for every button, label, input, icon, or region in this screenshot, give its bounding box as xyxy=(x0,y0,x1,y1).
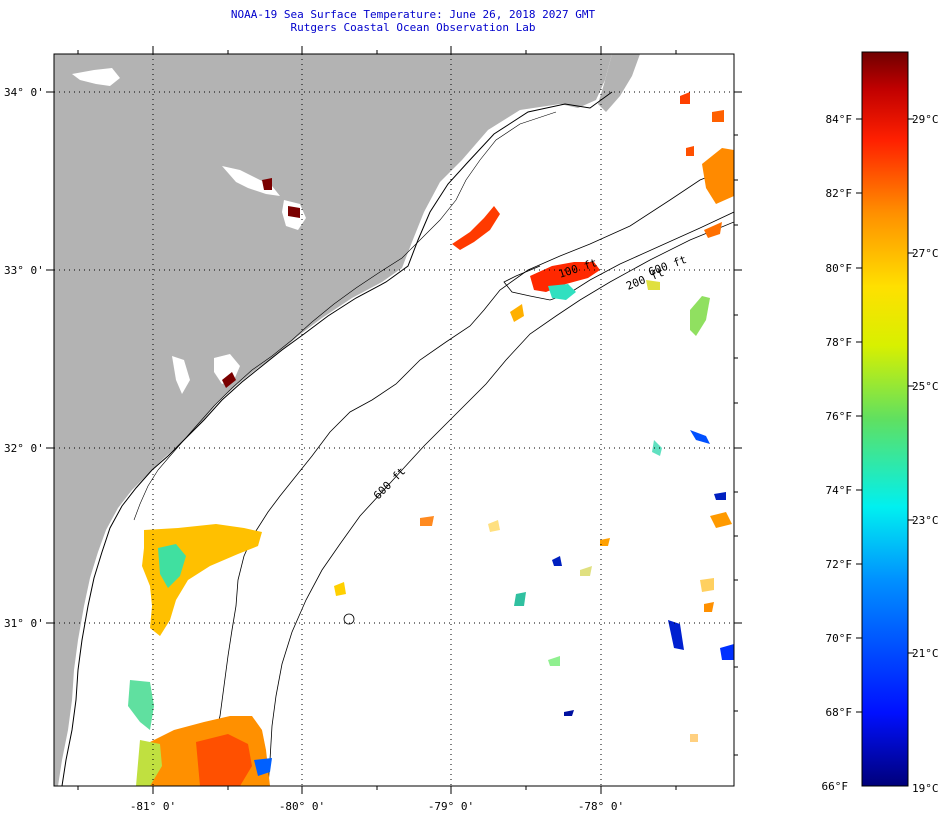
lon-label-78: -78° 0' xyxy=(578,800,624,813)
colorbar-c-19: 19°C xyxy=(912,782,939,795)
cape-fear-land xyxy=(598,54,640,112)
graticule xyxy=(54,54,734,786)
colorbar-f-66: 66°F xyxy=(822,780,849,793)
lake-1 xyxy=(72,68,120,86)
lon-label-79: -79° 0' xyxy=(428,800,474,813)
colorbar-f-78: 78°F xyxy=(826,336,853,349)
land-mass xyxy=(54,54,612,786)
lat-label-33: 33° 0' xyxy=(4,264,44,277)
sst-patches xyxy=(128,92,734,786)
colorbar-f-74: 74°F xyxy=(826,484,853,497)
colorbar-f-84: 84°F xyxy=(826,113,853,126)
colorbar-f-82: 82°F xyxy=(826,187,853,200)
lat-label-31: 31° 0' xyxy=(4,617,44,630)
colorbar-f-80: 80°F xyxy=(826,262,853,275)
colorbar-ticks xyxy=(856,118,914,713)
colorbar-f-76: 76°F xyxy=(826,410,853,423)
colorbar xyxy=(861,51,909,787)
chart-title: NOAA-19 Sea Surface Temperature: June 26… xyxy=(230,8,596,21)
colorbar-f-70: 70°F xyxy=(826,632,853,645)
colorbar-f-68: 68°F xyxy=(826,706,853,719)
colorbar-c-29: 29°C xyxy=(912,113,939,126)
colorbar-c-23: 23°C xyxy=(912,514,939,527)
lake-5 xyxy=(172,356,190,394)
colorbar-f-72: 72°F xyxy=(826,558,853,571)
colorbar-c-21: 21°C xyxy=(912,647,939,660)
inner-shelf-line xyxy=(133,111,557,521)
lat-label-34: 34° 0' xyxy=(4,86,44,99)
map-frame xyxy=(53,53,735,787)
map-ticks xyxy=(46,46,742,794)
isobath-600ft xyxy=(267,221,734,786)
colorbar-c-25: 25°C xyxy=(912,380,939,393)
island xyxy=(343,613,355,625)
lon-label-80: -80° 0' xyxy=(279,800,325,813)
isobath-100ft xyxy=(203,167,731,786)
chart-subtitle: Rutgers Coastal Ocean Observation Lab xyxy=(290,21,536,34)
lon-label-81: -81° 0' xyxy=(130,800,176,813)
lat-label-32: 32° 0' xyxy=(4,442,44,455)
colorbar-c-27: 27°C xyxy=(912,247,939,260)
